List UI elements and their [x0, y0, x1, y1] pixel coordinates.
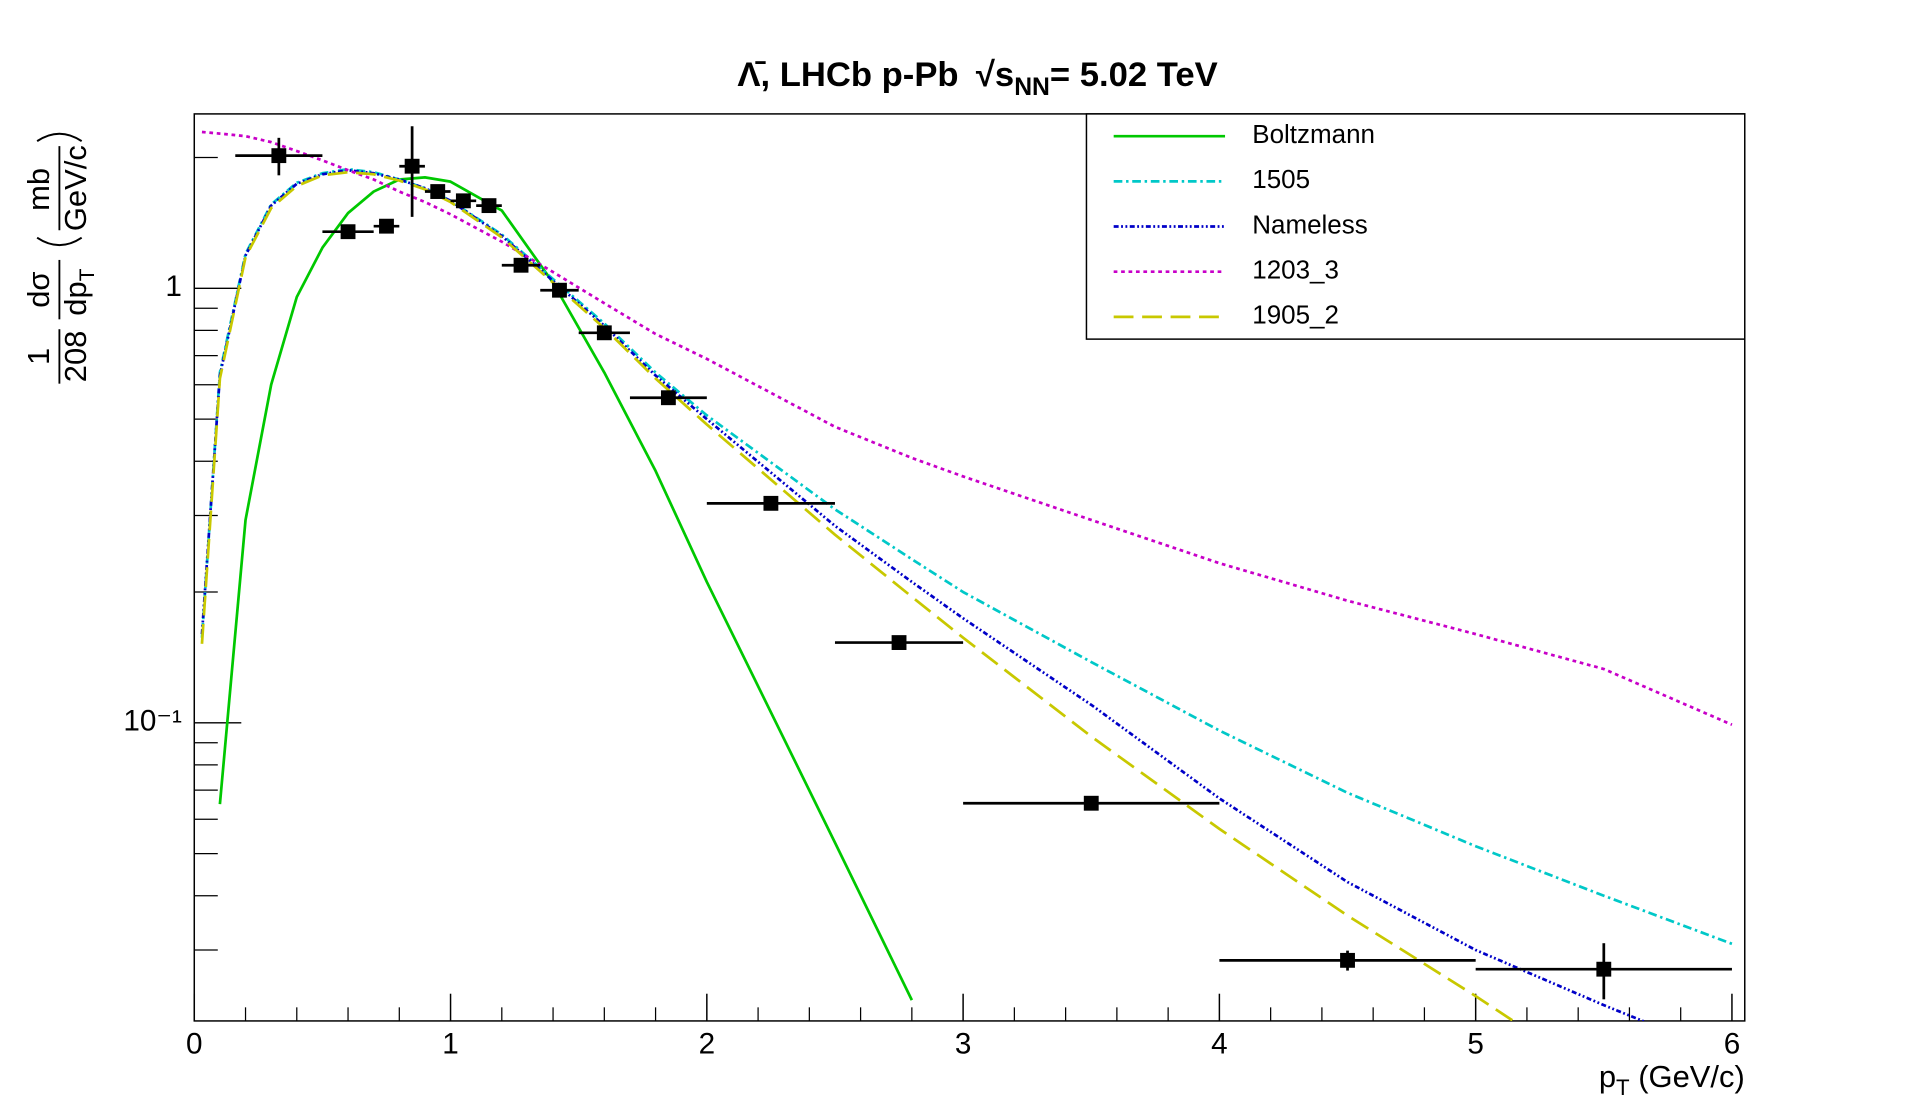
data-point: [404, 158, 420, 174]
ylabel-den-sub: T: [75, 268, 98, 281]
chart-title: Λ̄, LHCb p-Pb √sNN= 5.02 TeV: [737, 56, 1217, 101]
legend-label: 1905_2: [1252, 300, 1339, 330]
paren: [36, 132, 83, 142]
data-point: [1340, 952, 1355, 968]
legend-label: 1505: [1252, 164, 1310, 194]
xlabel-rest: (GeV/c): [1630, 1059, 1745, 1094]
model-curve: [200, 170, 1516, 1021]
y-axis-label: 1 208 dσ dpT mb GeV/c: [21, 132, 98, 384]
data-point: [271, 148, 287, 164]
title-root: √s: [976, 56, 1014, 94]
paren: [36, 236, 83, 247]
x-tick-label: 0: [186, 1028, 203, 1061]
title-rest: = 5.02 TeV: [1050, 56, 1218, 94]
data-point: [1083, 795, 1099, 811]
model-curve: [218, 176, 914, 1001]
ylabel-unit-num: mb: [21, 168, 56, 211]
xlabel-sub: T: [1616, 1075, 1630, 1100]
plot-frame: [193, 113, 1746, 1022]
ylabel-pre-num: 1: [21, 348, 56, 365]
xlabel-main: p: [1599, 1059, 1616, 1094]
data-point: [430, 184, 446, 199]
ylabel-den-main: dp: [58, 281, 93, 315]
ylabel-unit-den: GeV/c: [58, 145, 93, 231]
x-tick-label: 3: [955, 1028, 972, 1061]
data-point: [596, 325, 612, 341]
legend-label: Boltzmann: [1252, 119, 1375, 149]
title-sub: NN: [1014, 73, 1050, 100]
ylabel-den: dpT: [58, 268, 98, 315]
data-point: [513, 257, 529, 273]
y-tick-label: 1: [165, 270, 182, 303]
title-main: Λ̄, LHCb p-Pb: [737, 56, 958, 94]
legend-label: 1203_3: [1252, 255, 1339, 285]
data-point: [1596, 961, 1612, 977]
x-tick-label: 6: [1724, 1028, 1741, 1061]
ylabel-num: dσ: [21, 271, 56, 307]
model-curve: [201, 130, 1733, 726]
data-point: [340, 224, 356, 240]
x-axis-label: pT (GeV/c): [1599, 1059, 1745, 1100]
y-tick-label: 10⁻¹: [123, 705, 182, 738]
ylabel-pre-den: 208: [58, 331, 93, 383]
data-point: [379, 218, 394, 234]
data-point: [891, 635, 907, 650]
data-point: [552, 282, 567, 298]
x-tick-label: 5: [1467, 1028, 1484, 1061]
legend-label: Nameless: [1252, 209, 1367, 239]
data-point: [660, 390, 676, 406]
data-point: [763, 495, 779, 511]
model-curve: [200, 167, 1733, 946]
x-tick-label: 2: [699, 1028, 716, 1061]
data-point: [455, 193, 471, 209]
x-tick-label: 4: [1211, 1028, 1228, 1061]
plot-area: [200, 126, 1733, 1021]
data-point: [481, 198, 497, 214]
legend-box: [1085, 113, 1746, 340]
x-tick-label: 1: [442, 1028, 459, 1061]
